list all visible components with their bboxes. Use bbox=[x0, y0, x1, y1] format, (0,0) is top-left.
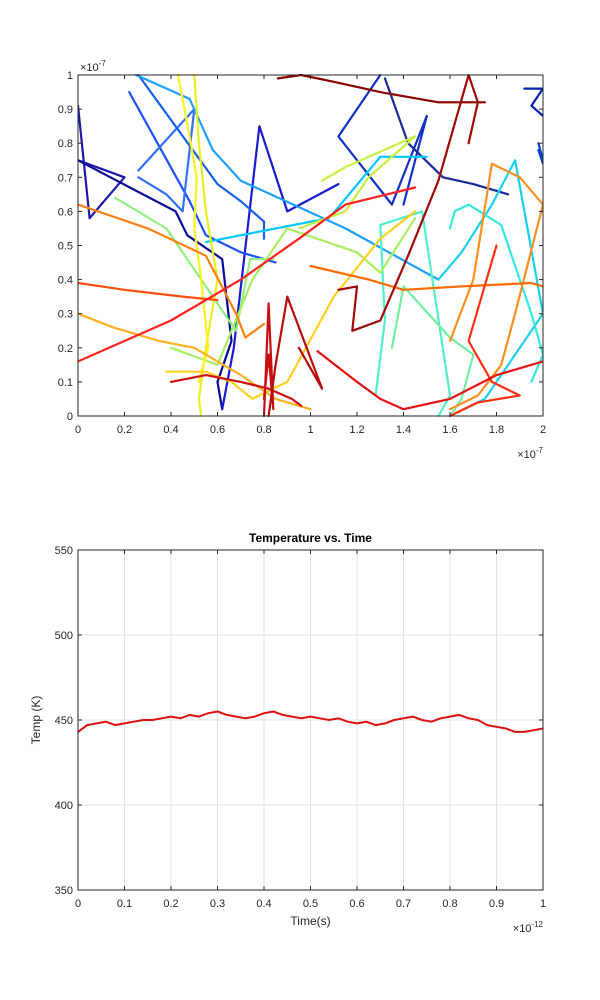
temp-y-tick-label: 400 bbox=[55, 800, 73, 812]
traj-y-tick-label: 0.2 bbox=[58, 343, 73, 355]
traj-series-line-5 bbox=[383, 77, 510, 196]
traj-series-line-19 bbox=[176, 73, 210, 383]
traj-x-exponent-label: ×10-7 bbox=[517, 446, 543, 461]
traj-series-line-4 bbox=[337, 73, 428, 206]
traj-y-tick-label: 0.6 bbox=[58, 206, 73, 218]
temp-y-tick-label: 450 bbox=[55, 715, 73, 727]
traj-series-line-34 bbox=[523, 87, 543, 118]
traj-series-line-23 bbox=[78, 203, 266, 339]
temp-x-tick-label: 0.6 bbox=[349, 898, 364, 910]
traj-x-tick-label: 1.2 bbox=[349, 424, 364, 436]
traj-x-tick-label: 0.2 bbox=[117, 424, 132, 436]
temp-series-line-1 bbox=[78, 710, 543, 733]
traj-y-exponent-label: ×10-7 bbox=[80, 59, 106, 74]
temp-x-tick-label: 0.7 bbox=[396, 898, 411, 910]
temp-x-axis-label: Time(s) bbox=[290, 914, 330, 928]
traj-series-line-12 bbox=[448, 203, 543, 383]
temp-x-tick-label: 0 bbox=[75, 898, 81, 910]
traj-series-line-29 bbox=[169, 374, 303, 407]
temp-x-tick-label: 0.5 bbox=[303, 898, 318, 910]
temp-x-tick-label: 1 bbox=[540, 898, 546, 910]
traj-y-tick-label: 0 bbox=[67, 411, 73, 423]
traj-series-line-22 bbox=[448, 162, 543, 411]
traj-y-tick-label: 0.9 bbox=[58, 104, 73, 116]
traj-series-line-6 bbox=[128, 90, 277, 264]
trajectory-plot: 0 0.2 0.4 0.6 0.8 1 1.2 1.4 1.6 1.8 2 0 0.1 0.2 0.3 0.4… bbox=[58, 59, 546, 461]
traj-y-tick-label: 1 bbox=[67, 70, 73, 82]
traj-series-group bbox=[78, 73, 543, 418]
traj-series-line-30 bbox=[262, 302, 275, 418]
traj-series-line-28 bbox=[316, 350, 543, 411]
traj-x-tick-label: 1.6 bbox=[442, 424, 457, 436]
traj-x-tick-label: 1 bbox=[307, 424, 313, 436]
temp-x-exponent-label: ×10-12 bbox=[513, 920, 544, 935]
traj-y-tick-label: 0.3 bbox=[58, 309, 73, 321]
traj-series-line-24 bbox=[309, 264, 543, 291]
traj-series-line-2 bbox=[78, 159, 233, 411]
traj-x-tick-label: 0.8 bbox=[256, 424, 271, 436]
traj-series-line-17 bbox=[297, 135, 417, 230]
traj-x-tick-label: 2 bbox=[540, 424, 546, 436]
traj-series-line-25 bbox=[78, 281, 219, 302]
traj-x-tick-label: 0.6 bbox=[210, 424, 225, 436]
temp-x-tick-label: 0.1 bbox=[117, 898, 132, 910]
traj-series-line-35 bbox=[537, 142, 543, 165]
traj-y-tick-label: 0.1 bbox=[58, 377, 73, 389]
temp-x-tick-label: 0.8 bbox=[442, 898, 457, 910]
traj-series-line-11 bbox=[437, 159, 543, 418]
temp-y-tick-label: 350 bbox=[55, 885, 73, 897]
traj-series-line-1 bbox=[78, 104, 126, 220]
temp-x-tick-label: 0.9 bbox=[489, 898, 504, 910]
traj-series-line-31 bbox=[267, 295, 324, 418]
traj-series-line-14 bbox=[390, 285, 475, 418]
traj-series-line-16 bbox=[169, 217, 417, 366]
traj-series-line-15 bbox=[114, 196, 275, 332]
temp-y-axis-label: Temp (K) bbox=[29, 696, 43, 745]
traj-series-line-27 bbox=[78, 186, 417, 363]
temp-chart-title: Temperature vs. Time bbox=[249, 531, 372, 545]
traj-y-tick-label: 0.8 bbox=[58, 138, 73, 150]
temp-y-tick-label: 500 bbox=[55, 630, 73, 642]
traj-series-line-7 bbox=[137, 107, 196, 213]
traj-x-tick-label: 0 bbox=[75, 424, 81, 436]
traj-y-tick-label: 0.4 bbox=[58, 275, 73, 287]
temp-x-tick-label: 0.2 bbox=[163, 898, 178, 910]
traj-series-line-32 bbox=[337, 73, 479, 332]
traj-x-tick-label: 1.8 bbox=[489, 424, 504, 436]
traj-y-tick-label: 0.7 bbox=[58, 172, 73, 184]
traj-x-tick-label: 0.4 bbox=[163, 424, 178, 436]
temp-x-tick-label: 0.3 bbox=[210, 898, 225, 910]
traj-x-tick-label: 1.4 bbox=[396, 424, 411, 436]
temp-x-tick-label: 0.4 bbox=[256, 898, 271, 910]
temp-series-group bbox=[78, 710, 543, 733]
temp-y-tick-label: 550 bbox=[55, 545, 73, 557]
traj-series-line-33 bbox=[276, 73, 486, 104]
traj-series-line-26 bbox=[448, 244, 521, 418]
temperature-plot: 0 0.1 0.2 0.3 0.4 0.5 0.6 0.7 0.8 0.9 1 350 400 450 50… bbox=[29, 531, 546, 935]
traj-series-line-21 bbox=[78, 312, 312, 411]
traj-y-tick-label: 0.5 bbox=[58, 241, 73, 253]
